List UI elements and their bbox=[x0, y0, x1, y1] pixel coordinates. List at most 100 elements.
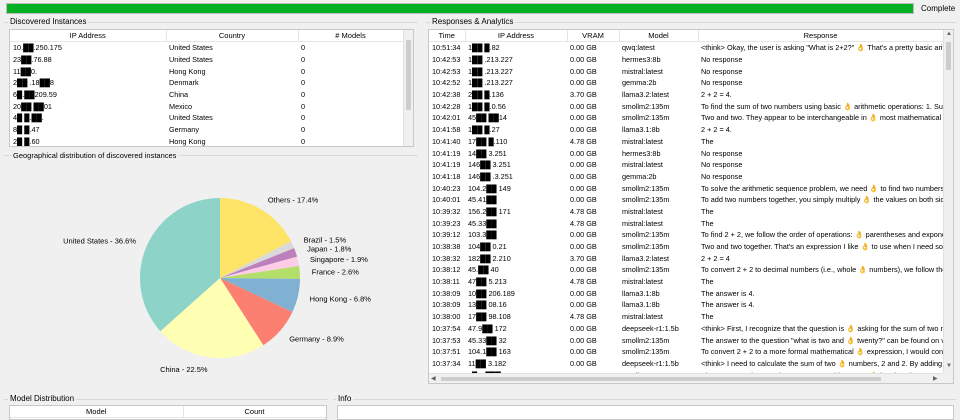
table-row[interactable]: 20██ ██01 Mexico 0 bbox=[10, 100, 403, 112]
column-header[interactable]: Country bbox=[166, 30, 299, 42]
table-cell: 0.00 GB bbox=[570, 265, 597, 275]
table-row[interactable]: 4█ █.██. United States 0 bbox=[10, 112, 403, 124]
table-row[interactable]: 2█ █.60 Hong Kong 0 bbox=[10, 136, 403, 147]
table-row[interactable]: 10:42:53 1██ .213.227 0.00 GB hermes3:8b No … bbox=[429, 54, 943, 66]
pie-slice bbox=[220, 278, 293, 346]
table-cell: smollm2:135m bbox=[622, 265, 670, 275]
table-row[interactable]: 11██0. Hong Kong 0 bbox=[10, 65, 403, 77]
discovered-scrollbar[interactable] bbox=[403, 30, 413, 146]
column-header[interactable]: Response bbox=[698, 30, 944, 42]
table-cell: 10:42:28 bbox=[432, 101, 461, 111]
table-cell: Two and two together. That's an expressi… bbox=[701, 242, 943, 252]
table-cell: 3.70 GB bbox=[570, 253, 597, 263]
column-header[interactable]: VRAM bbox=[567, 30, 620, 42]
table-row[interactable]: 6█.██209.59 China 0 bbox=[10, 89, 403, 101]
scroll-up-icon[interactable]: ▲ bbox=[946, 31, 952, 37]
table-cell: 10:38:38 bbox=[432, 242, 461, 252]
table-cell: No response bbox=[701, 148, 743, 158]
progress-fill bbox=[7, 4, 913, 13]
table-cell: No response bbox=[701, 55, 743, 65]
table-cell: 0.00 GB bbox=[570, 288, 597, 298]
table-row[interactable]: 10:41:19 146██ 3.251 0.00 GB mistral:latest… bbox=[429, 159, 943, 171]
column-header[interactable]: Time bbox=[429, 30, 466, 42]
responses-vscrollbar[interactable]: ▲ ▼ bbox=[943, 30, 953, 373]
table-row[interactable]: 10:39:32 156.2██ 171 4.78 GB mistral:latest… bbox=[429, 206, 943, 218]
table-row[interactable]: 10:38:09 10██ 206.189 0.00 GB llama3.1:8b Th… bbox=[429, 287, 943, 299]
table-cell: 10:41:19 bbox=[432, 148, 461, 158]
table-cell: 104.2██ 149 bbox=[468, 183, 511, 193]
column-header[interactable]: Model bbox=[619, 30, 699, 42]
table-row[interactable]: 10:41:19 14██ 3.251 0.00 GB hermes3:8b No re… bbox=[429, 147, 943, 159]
table-cell: 0 bbox=[301, 136, 306, 146]
pie-slice bbox=[220, 256, 300, 278]
table-cell: 14██ 3.251 bbox=[468, 148, 507, 158]
table-cell: 146██ .3.251 bbox=[468, 171, 513, 181]
table-row[interactable]: 8█ █.47 Germany 0 bbox=[10, 124, 403, 136]
table-row[interactable]: 10:41:58 1██ █.27 0.00 GB llama3.1:8b 2 + 2 … bbox=[429, 124, 943, 136]
table-row[interactable]: 10:39:23 45.33██ 4.78 GB mistral:latest The bbox=[429, 217, 943, 229]
table-cell: 17██ █.110 bbox=[468, 136, 508, 146]
table-row[interactable]: 10:40:01 45.41██ 0.00 GB smollm2:135m To add… bbox=[429, 194, 943, 206]
column-header[interactable]: IP Address bbox=[10, 30, 167, 42]
table-row[interactable]: 10:38:32 182██ 2.210 3.70 GB llama3.2:lates… bbox=[429, 252, 943, 264]
table-row[interactable]: 10:41:40 17██ █.110 4.78 GB mistral:latest T… bbox=[429, 136, 943, 148]
pie-label: Germany - 8.9% bbox=[289, 335, 344, 344]
table-row[interactable]: 10:38:11 47██ 5.213 4.78 GB mistral:latest T… bbox=[429, 276, 943, 288]
table-row[interactable]: 10.██.250.175 United States 0 bbox=[10, 42, 403, 54]
column-header[interactable]: # Models bbox=[298, 30, 404, 42]
table-row[interactable]: 10:41:18 146██ .3.251 0.00 GB gemma:2b No re… bbox=[429, 171, 943, 183]
table-cell: smollm2:135m bbox=[622, 183, 670, 193]
col-count[interactable]: Count bbox=[183, 406, 326, 418]
table-cell: 10:41:18 bbox=[432, 171, 461, 181]
discovered-scroll-thumb[interactable] bbox=[406, 40, 411, 110]
responses-grid: Time IP Address VRAM Model Response 10:51:34… bbox=[429, 30, 944, 381]
table-row[interactable]: 10:40:23 104.2██ 149 0.00 GB smollm2:135m To… bbox=[429, 182, 943, 194]
table-cell: 10:51:34 bbox=[432, 43, 461, 53]
table-row[interactable]: 10:42:53 1██ .213.227 0.00 GB mistral:lates… bbox=[429, 65, 943, 77]
table-row[interactable]: 10:42:52 1██ .213.227 0.00 GB gemma:2b No re… bbox=[429, 77, 943, 89]
table-cell: To convert 2 + 2 to decimal numbers (i.e… bbox=[701, 265, 943, 275]
model-dist-grid: Model Count bbox=[10, 406, 326, 418]
table-row[interactable]: 10:38:09 13██ 08.16 0.00 GB llama3.1:8b The … bbox=[429, 299, 943, 311]
table-cell: United States bbox=[169, 43, 213, 53]
table-cell: 10:39:12 bbox=[432, 230, 461, 240]
table-row[interactable]: 10:37:53 45.33██ 32 0.00 GB smollm2:135m The… bbox=[429, 334, 943, 346]
model-dist-table[interactable]: Model Count bbox=[9, 405, 327, 420]
table-row[interactable]: 10:38:38 104██ 0.21 0.00 GB smollm2:135m Two… bbox=[429, 241, 943, 253]
table-cell: 11██0. bbox=[13, 66, 37, 76]
discovered-table[interactable]: IP Address Country # Models 10.██.250.175 U… bbox=[9, 29, 414, 147]
scroll-left-icon[interactable]: ◀ bbox=[431, 376, 436, 382]
table-row[interactable]: 2██ .18██8 Denmark 0 bbox=[10, 77, 403, 89]
responses-hscrollbar[interactable]: ◀ ▶ bbox=[429, 373, 943, 383]
table-row[interactable]: 10:37:34 11██ 3.182 0.00 GB deepseek-r1:1.5… bbox=[429, 358, 943, 370]
col-model[interactable]: Model bbox=[10, 406, 184, 418]
discovered-title: Discovered Instances bbox=[8, 17, 89, 26]
scroll-right-icon[interactable]: ▶ bbox=[933, 376, 938, 382]
table-cell: 45.██ 40 bbox=[468, 265, 499, 275]
scroll-down-icon[interactable]: ▼ bbox=[946, 363, 952, 369]
column-header[interactable]: IP Address bbox=[465, 30, 568, 42]
table-row[interactable]: 10:37:54 47.9██ 172 0.00 GB deepseek-r1:1.5… bbox=[429, 323, 943, 335]
table-row[interactable]: 10:51:34 1██ █.82 0.00 GB qwq:latest <think>… bbox=[429, 42, 943, 54]
table-row[interactable]: 10:39:12 103.3██ 0.00 GB smollm2:135m To fin… bbox=[429, 229, 943, 241]
responses-table[interactable]: Time IP Address VRAM Model Response 10:51:34… bbox=[428, 29, 954, 384]
model-dist-title: Model Distribution bbox=[8, 394, 77, 403]
table-row[interactable]: 10:37:51 104.1██ 163 0.00 GB smollm2:135m To… bbox=[429, 346, 943, 358]
info-textbox[interactable] bbox=[337, 405, 954, 420]
table-cell: 0.00 GB bbox=[570, 78, 597, 88]
pie-label: Others - 17.4% bbox=[268, 195, 319, 204]
responses-hscroll-thumb[interactable] bbox=[441, 377, 881, 381]
table-row[interactable]: 10:42:38 2██ █.136 3.70 GB llama3.2:latest 2… bbox=[429, 89, 943, 101]
table-cell: No response bbox=[701, 78, 743, 88]
table-row[interactable]: 23██.76.88 United States 0 bbox=[10, 54, 403, 66]
table-cell: mistral:latest bbox=[622, 66, 663, 76]
table-row[interactable]: 10:42:28 1██ █.0.56 0.00 GB smollm2:135m To … bbox=[429, 100, 943, 112]
table-cell: 104.1██ 163 bbox=[468, 347, 511, 357]
table-cell: 10:41:19 bbox=[432, 160, 461, 170]
table-row[interactable]: 10:42:01 45██ ██14 0.00 GB smollm2:135m Two … bbox=[429, 112, 943, 124]
table-row[interactable]: 10:38:12 45.██ 40 0.00 GB smollm2:135m To co… bbox=[429, 264, 943, 276]
table-row[interactable]: 10:38:00 17██ 98.108 4.78 GB mistral:latest… bbox=[429, 311, 943, 323]
table-cell: 146██ 3.251 bbox=[468, 160, 511, 170]
table-cell: 4.78 GB bbox=[570, 206, 597, 216]
responses-vscroll-thumb[interactable] bbox=[946, 42, 951, 70]
